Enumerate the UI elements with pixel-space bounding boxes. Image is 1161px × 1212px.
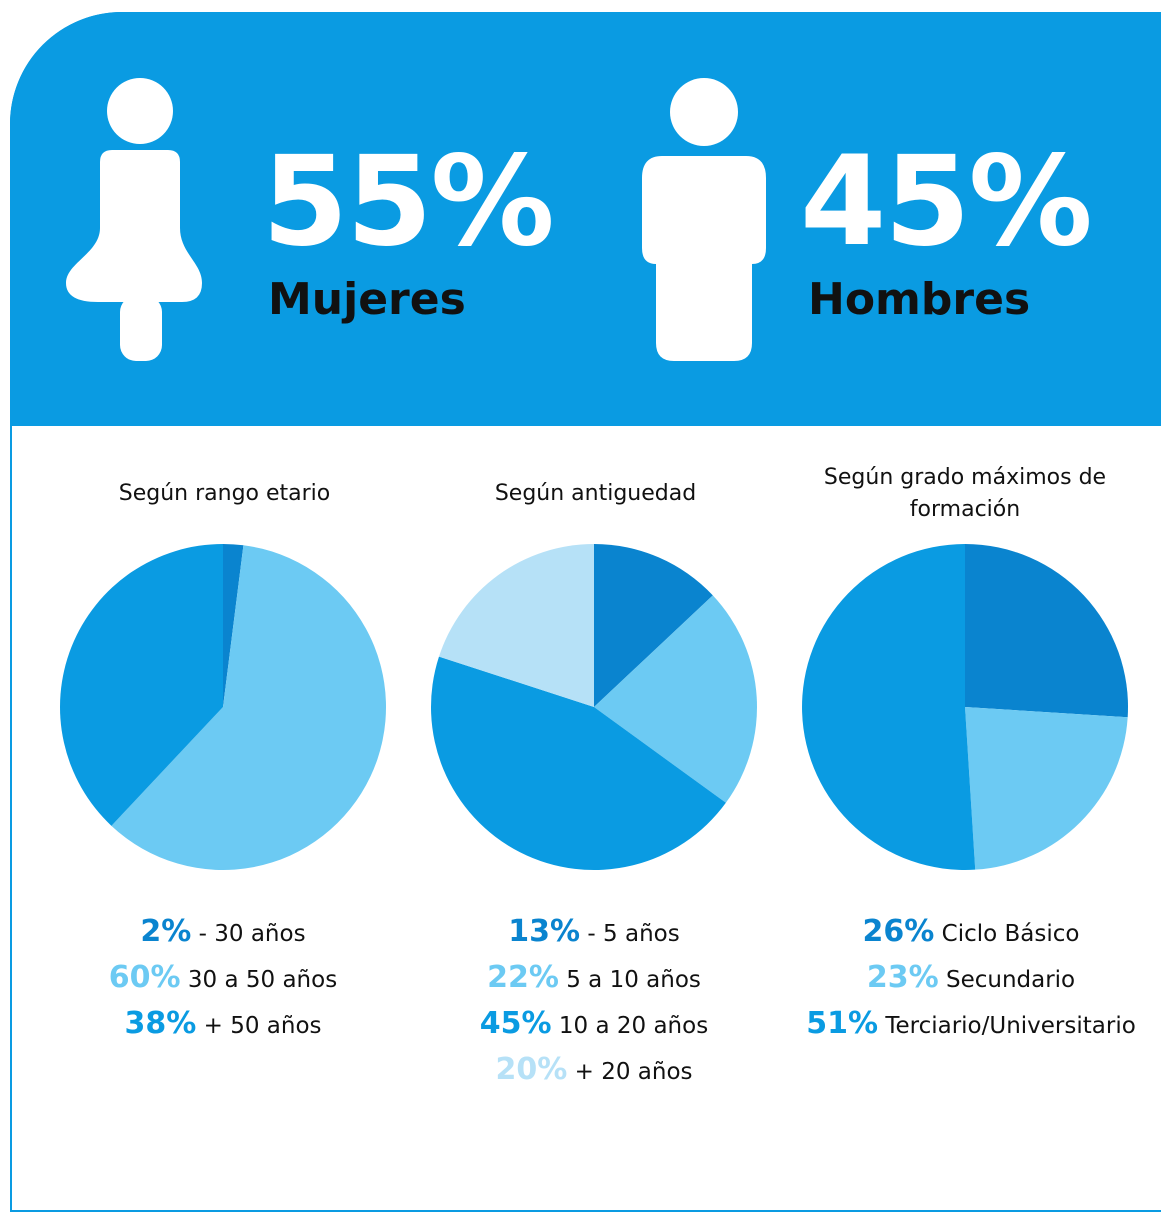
legend-item: 51% Terciario/Universitario <box>790 1002 1152 1048</box>
legend-text: + 50 años <box>196 1013 322 1039</box>
legend-seniority: 13% - 5 años 22% 5 a 10 años 45% 10 a 20… <box>414 910 774 1094</box>
men-percent: 45% <box>800 130 1093 274</box>
pie-slice <box>111 545 387 871</box>
legend-percent: 23% <box>866 960 939 995</box>
gender-summary-band <box>10 12 1161 426</box>
legend-item: 13% - 5 años <box>414 910 774 956</box>
pie-title-seniority: Según antiguedad <box>494 481 697 506</box>
man-icon <box>642 78 767 363</box>
legend-item: 45% 10 a 20 años <box>414 1002 774 1048</box>
pie-slice <box>965 707 1128 870</box>
pie-title-education: Según grado máximos de formación <box>823 465 1107 522</box>
pie-slice <box>223 544 244 707</box>
legend-education: 26% Ciclo Básico 23% Secundario 51% Terc… <box>790 910 1152 1048</box>
pie-slice <box>438 544 594 707</box>
legend-percent: 20% <box>495 1052 568 1087</box>
pie-chart-seniority <box>431 544 757 870</box>
legend-percent: 38% <box>124 1006 197 1041</box>
legend-text: Ciclo Básico <box>934 921 1080 947</box>
men-label: Hombres <box>808 274 1031 325</box>
pie-title-age: Según rango etario <box>118 481 331 506</box>
legend-text: Terciario/Universitario <box>878 1013 1136 1039</box>
pie-slice <box>60 544 224 826</box>
legend-percent: 2% <box>140 914 192 949</box>
legend-percent: 13% <box>508 914 581 949</box>
legend-item: 26% Ciclo Básico <box>790 910 1152 956</box>
woman-icon <box>64 78 204 363</box>
legend-item: 22% 5 a 10 años <box>414 956 774 1002</box>
legend-age: 2% - 30 años 60% 30 a 50 años 38% + 50 a… <box>48 910 398 1048</box>
legend-text: - 30 años <box>191 921 306 947</box>
pie-slice <box>431 656 726 870</box>
legend-text: Secundario <box>938 967 1076 993</box>
legend-percent: 26% <box>862 914 935 949</box>
legend-text: 5 a 10 años <box>558 967 701 993</box>
legend-percent: 60% <box>108 960 181 995</box>
legend-text: - 5 años <box>580 921 680 947</box>
legend-item: 23% Secundario <box>790 956 1152 1002</box>
women-percent: 55% <box>262 130 555 274</box>
legend-text: + 20 años <box>567 1059 693 1085</box>
pie-chart-education <box>802 544 1129 870</box>
legend-percent: 51% <box>806 1006 879 1041</box>
legend-item: 60% 30 a 50 años <box>48 956 398 1002</box>
pie-slice <box>594 544 713 707</box>
legend-text: 10 a 20 años <box>551 1013 709 1039</box>
legend-item: 20% + 20 años <box>414 1048 774 1094</box>
pie-slice <box>802 544 976 870</box>
legend-item: 2% - 30 años <box>48 910 398 956</box>
women-label: Mujeres <box>268 274 466 325</box>
legend-item: 38% + 50 años <box>48 1002 398 1048</box>
pie-chart-age <box>60 544 387 871</box>
pie-slice <box>594 595 757 803</box>
legend-percent: 22% <box>487 960 559 995</box>
legend-percent: 45% <box>479 1006 552 1041</box>
legend-text: 30 a 50 años <box>180 967 338 993</box>
pie-slice <box>965 544 1129 718</box>
